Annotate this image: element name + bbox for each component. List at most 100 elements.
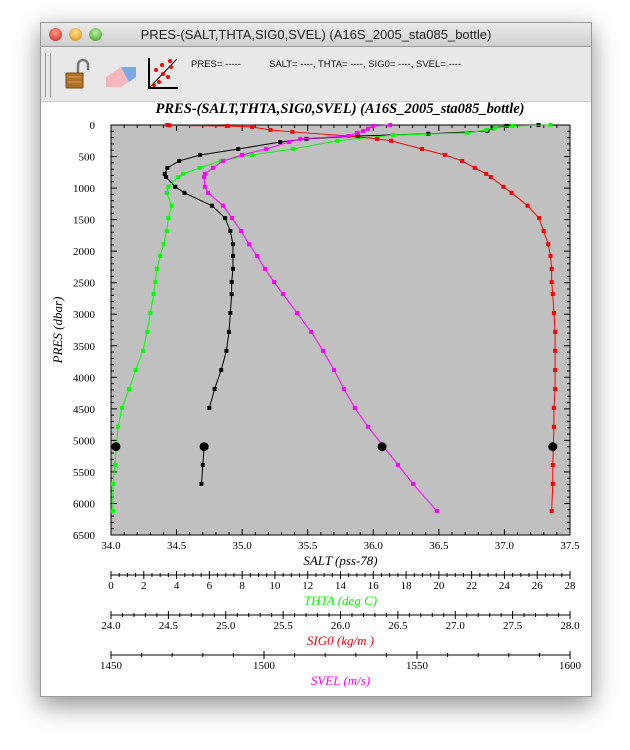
thta-point xyxy=(290,146,295,151)
thta-point xyxy=(166,184,171,189)
sig0-point xyxy=(546,242,551,247)
zoom-button[interactable] xyxy=(89,28,102,41)
svel-point xyxy=(206,190,211,195)
thta-point xyxy=(166,216,171,221)
salt-point xyxy=(355,134,360,139)
sig0-point xyxy=(537,216,542,221)
toolbar-grip[interactable] xyxy=(45,53,51,97)
thta-tick-label: 26 xyxy=(532,580,544,592)
thta-tick-label: 12 xyxy=(302,580,313,592)
salt-point xyxy=(236,146,241,151)
thta-point xyxy=(116,424,121,429)
svel-point xyxy=(247,242,252,247)
sig0-tick-label: 25.5 xyxy=(274,620,294,632)
values-readout: SALT= ----, THTA= ----, SIG0= ----, SVEL… xyxy=(269,59,462,70)
svel-line xyxy=(203,124,438,512)
thta-point xyxy=(181,171,186,176)
sig0-tick-label: 26.5 xyxy=(388,620,408,632)
svel-cursor-marker xyxy=(377,442,387,452)
salt-point xyxy=(229,280,234,285)
y-tick-label: 2500 xyxy=(73,278,96,290)
sig0-point xyxy=(167,123,172,128)
sig0-point xyxy=(553,386,558,391)
thta-point xyxy=(145,329,150,334)
salt-point xyxy=(162,171,167,176)
y-tick-label: 0 xyxy=(90,120,96,132)
y-tick-label: 4000 xyxy=(73,372,96,384)
sig0-point xyxy=(501,184,506,189)
svel-point xyxy=(287,140,292,145)
thta-tick-label: 22 xyxy=(466,580,477,592)
sig0-point xyxy=(550,462,555,467)
salt-point xyxy=(199,481,204,486)
salt-tick-label: 35.0 xyxy=(233,540,253,552)
thta-tick-label: 20 xyxy=(433,580,445,592)
svel-point xyxy=(396,462,401,467)
svel-point xyxy=(202,175,207,180)
svel-tick-label: 1550 xyxy=(406,660,429,672)
salt-tick-label: 37.5 xyxy=(560,540,580,552)
sig0-point xyxy=(541,228,546,233)
y-tick-label: 6500 xyxy=(73,530,96,542)
svel-point xyxy=(262,266,267,271)
svel-point xyxy=(388,123,393,127)
y-tick-label: 4500 xyxy=(73,404,96,416)
thta-tick-label: 4 xyxy=(174,580,180,592)
sig0-tick-label: 25.0 xyxy=(216,620,236,632)
sig0-axis-label: SIG0 (kg/m ) xyxy=(307,633,374,648)
svel-point xyxy=(264,146,269,151)
svel-point xyxy=(352,405,357,410)
thta-point xyxy=(154,266,159,271)
sig0-tick-label: 24.5 xyxy=(159,620,179,632)
salt-cursor-marker xyxy=(199,442,209,452)
svel-point xyxy=(341,386,346,391)
salt-point xyxy=(164,175,169,180)
sig0-point xyxy=(472,165,477,170)
sig0-point xyxy=(224,123,229,128)
svel-point xyxy=(220,203,225,208)
thta-point xyxy=(218,158,223,163)
thta-cursor-marker xyxy=(111,442,121,452)
thta-point xyxy=(164,228,169,233)
salt-point xyxy=(230,242,235,247)
svel-point xyxy=(321,348,326,353)
salt-point xyxy=(212,386,217,391)
thta-tick-label: 18 xyxy=(401,580,413,592)
y-tick-label: 6000 xyxy=(73,498,96,510)
sig0-tick-label: 24.0 xyxy=(101,620,121,632)
svel-point xyxy=(361,128,366,133)
y-tick-label: 500 xyxy=(79,152,96,164)
unlocked-padlock-icon[interactable] xyxy=(61,55,97,91)
svel-point xyxy=(239,152,244,157)
salt-point xyxy=(209,203,214,208)
thta-point xyxy=(169,203,174,208)
salt-tick-label: 35.5 xyxy=(298,540,318,552)
svel-point xyxy=(298,136,303,141)
sig0-cursor-marker xyxy=(548,442,558,452)
thta-point xyxy=(151,292,156,297)
thta-tick-label: 6 xyxy=(207,580,213,592)
close-button[interactable] xyxy=(49,28,62,41)
thta-axis-label: THTA (deg C) xyxy=(304,593,377,608)
thta-point xyxy=(390,133,395,138)
y-axis-label: PRES (dbar) xyxy=(50,297,65,365)
thta-point xyxy=(464,130,469,135)
svel-tick-label: 1600 xyxy=(559,660,582,672)
sig0-point xyxy=(268,128,273,133)
sig0-point xyxy=(388,138,393,143)
y-tick-label: 3500 xyxy=(73,341,96,353)
svel-point xyxy=(295,310,300,315)
salt-point xyxy=(207,405,212,410)
svel-point xyxy=(220,158,225,163)
minimize-button[interactable] xyxy=(69,28,82,41)
svel-point xyxy=(239,228,244,233)
salt-tick-label: 36.5 xyxy=(429,540,449,552)
scatter-plot-icon[interactable] xyxy=(145,55,181,91)
salt-point xyxy=(227,329,232,334)
salt-point xyxy=(224,348,229,353)
y-tick-label: 3000 xyxy=(73,309,96,321)
eraser-icon[interactable] xyxy=(103,55,139,91)
svel-point xyxy=(202,171,207,176)
sig0-point xyxy=(551,424,556,429)
